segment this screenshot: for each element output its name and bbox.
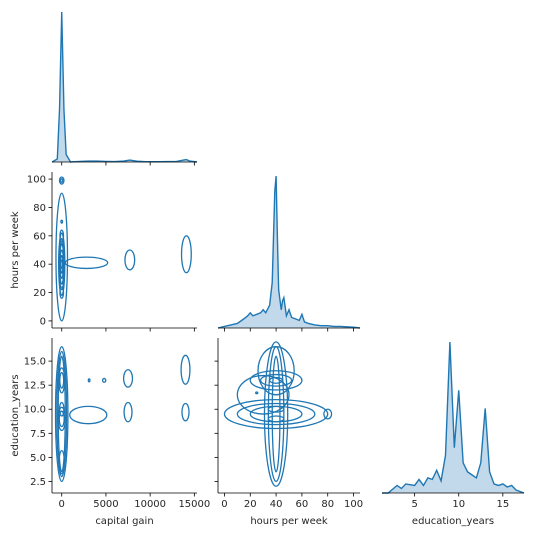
x-tick-label: 5 [411,499,417,510]
x-tick-label: 100 [344,499,363,510]
kde-line-education-years [382,341,525,494]
x-axis-label-hours-per-week: hours per week [250,516,328,527]
kde-contour [59,242,65,258]
x-tick-label: 40 [270,499,283,510]
kde-contour [236,374,290,415]
x-axis-label-capital-gain: capital gain [95,516,153,527]
x-tick-label: 15000 [178,499,210,510]
y-axis-label-education-years: education_years [10,374,21,456]
kde-contour [64,256,109,270]
y-axis-label-hours-per-week: hours per week [10,211,21,289]
y-tick-label: 5.0 [30,453,46,464]
kde-contour [58,176,65,185]
kde-diag-capital-gain [51,11,198,163]
kde-contour [181,402,190,422]
kde-contour [124,249,136,271]
kde-contour [223,398,329,430]
kde-contour [180,354,191,385]
kde-contour [323,408,333,420]
kde-contour [267,415,285,423]
x-tick-label: 20 [244,499,257,510]
kde-contour [255,391,259,395]
kde-contour [60,219,64,224]
y-tick-label: 2.5 [30,477,46,488]
kde-contour [257,346,295,396]
kde-contour [122,369,134,388]
kde-contour [58,401,65,417]
kde-contours-capital-gain-vs-hours-per-week [55,176,192,322]
kde-contour [55,192,69,322]
y-tick-label: 12.5 [24,381,46,392]
y-tick-label: 80 [33,203,46,214]
x-tick-label: 10 [452,499,465,510]
y-tick-label: 40 [33,260,46,271]
y-tick-label: 60 [33,231,46,242]
y-tick-label: 0 [40,316,46,327]
kde-contours-hours-per-week-vs-education-years [223,341,333,487]
x-tick-label: 15 [496,499,509,510]
y-tick-label: 15.0 [24,357,46,368]
x-tick-label: 80 [321,499,334,510]
kde-contours-capital-gain-vs-education-years [54,346,191,483]
kde-contour [249,370,303,391]
y-tick-label: 7.5 [30,429,46,440]
kde-contour [60,178,64,183]
kde-contour [236,402,316,426]
kde-contour [59,229,65,243]
kde-contour [58,449,66,475]
x-tick-label: 5000 [93,499,118,510]
x-tick-label: 10000 [134,499,166,510]
kde-contour [54,346,69,483]
kde-contour [101,377,107,383]
kde-contour [59,272,65,285]
kde-diag-hours-per-week [217,175,361,329]
y-tick-label: 10.0 [24,405,46,416]
kde-contour [59,372,65,389]
kde-diag-education-years [382,341,525,494]
x-tick-label: 60 [296,499,309,510]
kde-contour [60,259,64,270]
x-tick-label: 0 [59,499,65,510]
kde-contour [259,373,293,387]
y-tick-label: 20 [33,288,46,299]
kde-contour [57,406,66,432]
kde-contour [56,350,68,478]
kde-contour [87,378,91,383]
kde-contour [180,235,192,274]
x-axis-label-education-years: education_years [412,516,494,527]
kde-contour [271,355,281,473]
kde-contour [58,410,65,428]
x-tick-label: 0 [221,499,227,510]
kde-line-capital-gain [51,11,198,163]
kde-contour [123,401,133,423]
kde-line-hours-per-week [217,175,361,329]
y-tick-label: 100 [27,175,46,186]
kde-contour [58,367,66,394]
kde-contour [69,405,108,425]
kde-contour [59,286,65,299]
